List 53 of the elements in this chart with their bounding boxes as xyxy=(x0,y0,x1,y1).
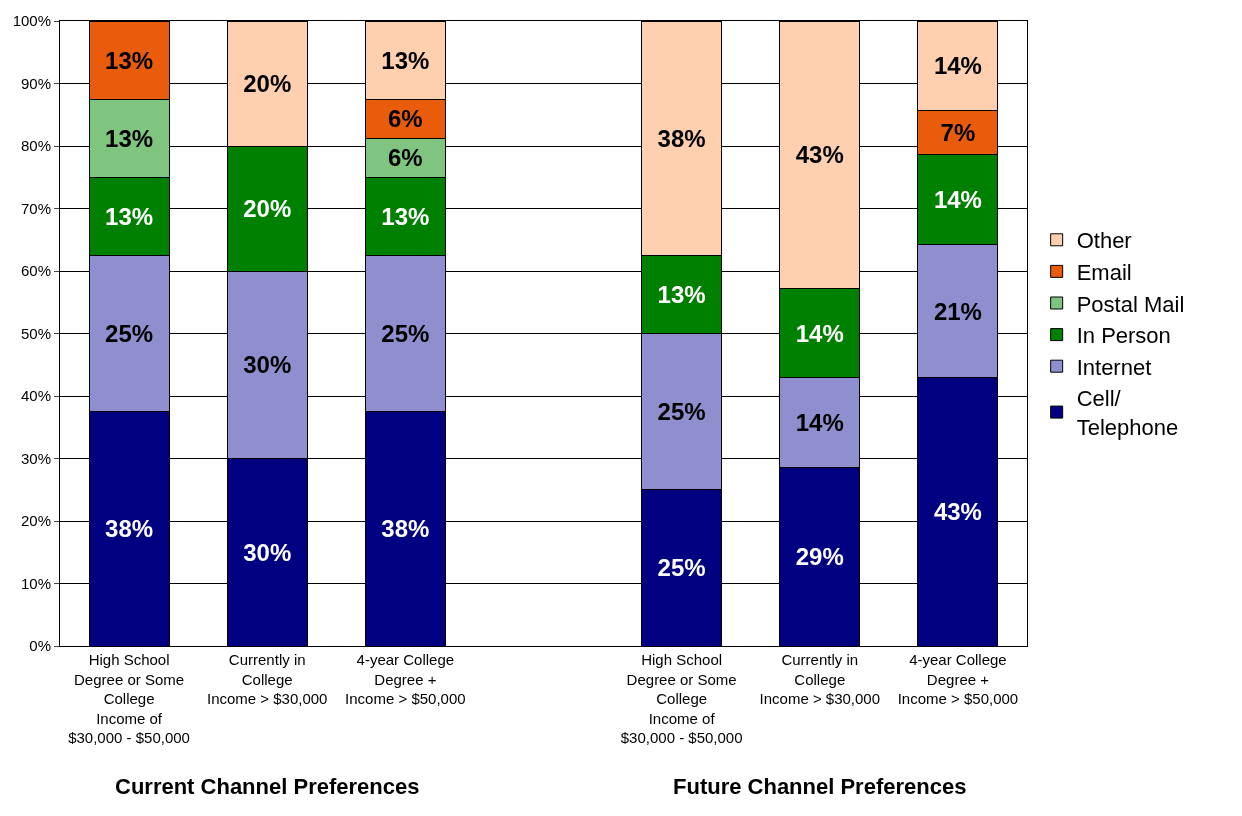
x-tick-label: Currently in College Income > $30,000 xyxy=(759,651,881,707)
text: Current Channel Preferences xyxy=(115,774,420,799)
data-label: 38% xyxy=(381,515,430,543)
data-label: 7% xyxy=(940,119,976,147)
data-label: 13% xyxy=(105,46,154,74)
data-label: 20% xyxy=(243,70,292,97)
text: Future Channel Preferences xyxy=(673,774,967,799)
legend-label: In Person xyxy=(1076,323,1171,349)
data-label: 14% xyxy=(933,52,982,80)
data-label: 25% xyxy=(657,398,706,426)
data-label: 13% xyxy=(105,202,154,230)
x-tick-label: 4-year College Degree + Income > $50,000 xyxy=(897,651,1019,707)
y-tick-label: 100% xyxy=(12,12,51,30)
x-tick-label: High School Degree or Some College Income of $30,000 - $50,000 xyxy=(620,651,743,746)
data-label: 25% xyxy=(657,554,706,582)
data-label: 25% xyxy=(381,320,430,348)
data-label: 13% xyxy=(105,124,154,152)
y-tick-label: 20% xyxy=(20,512,51,530)
data-label: 6% xyxy=(388,105,423,133)
data-label: 14% xyxy=(795,319,844,347)
data-label: 25% xyxy=(105,320,154,348)
data-label: 13% xyxy=(381,202,430,230)
data-label: 38% xyxy=(105,515,154,543)
legend-label: Postal Mail xyxy=(1076,291,1185,317)
data-label: 43% xyxy=(933,498,982,526)
y-tick-label: 90% xyxy=(20,74,51,92)
y-tick-label: 40% xyxy=(20,387,51,405)
y-tick-label: 60% xyxy=(20,262,51,280)
data-label: 14% xyxy=(795,409,844,437)
data-label: 43% xyxy=(795,141,844,169)
data-label: 30% xyxy=(243,538,292,566)
data-label: 13% xyxy=(381,46,430,74)
y-tick-label: 0% xyxy=(29,637,51,655)
x-tick-label: Currently in College Income > $30,000 xyxy=(206,651,328,707)
y-tick-label: 70% xyxy=(20,199,51,217)
data-label: 14% xyxy=(933,185,982,213)
y-tick-label: 10% xyxy=(20,574,51,592)
y-tick-label: 80% xyxy=(20,137,51,155)
y-tick-label: 50% xyxy=(20,324,51,342)
y-tick-label: 30% xyxy=(20,449,51,467)
data-label: 30% xyxy=(243,351,292,379)
legend-label: Other xyxy=(1076,228,1132,254)
x-tick-label: 4-year College Degree + Income > $50,000 xyxy=(345,651,466,707)
x-tick-label: High School Degree or Some College Income of $30,000 - $50,000 xyxy=(68,651,190,746)
data-label: 21% xyxy=(933,297,982,325)
data-label: 29% xyxy=(795,543,844,571)
data-label: 6% xyxy=(388,144,423,172)
legend-label: Cell/ Telephone xyxy=(1076,386,1179,440)
data-label: 38% xyxy=(657,124,706,152)
data-label: 13% xyxy=(657,280,706,308)
data-label: 20% xyxy=(243,195,292,222)
legend-label: Email xyxy=(1076,259,1132,285)
legend-label: Internet xyxy=(1076,354,1152,380)
